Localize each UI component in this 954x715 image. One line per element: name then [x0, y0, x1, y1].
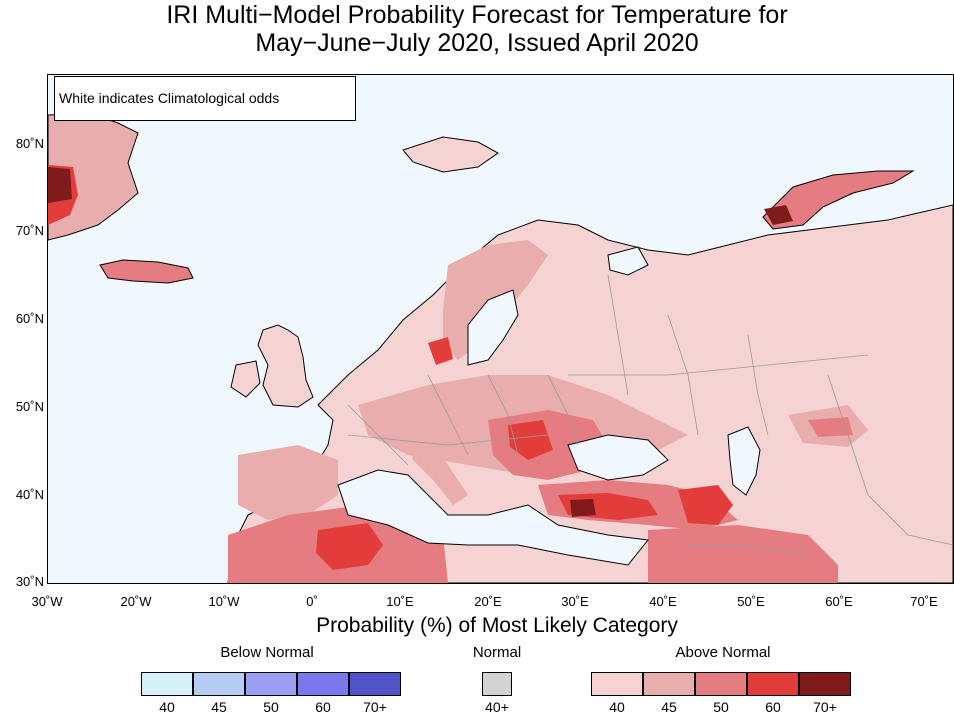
legend-title: Probability (%) of Most Likely Category	[316, 614, 678, 637]
normal-swatch-40plus	[482, 672, 512, 696]
middle-east-patch	[648, 525, 838, 583]
above-normal-swatch-60	[747, 672, 799, 696]
lat-label-50n: 50˚N	[15, 399, 44, 414]
above-normal-bin-label: 60	[765, 699, 781, 715]
mediterranean-sea	[337, 469, 649, 566]
caspian-sea	[727, 426, 761, 496]
white-sea	[607, 246, 649, 276]
turkey-core	[570, 499, 596, 517]
above-normal-swatch-40	[591, 672, 643, 696]
lon-label-70e: 70˚E	[910, 594, 938, 609]
below-normal-bin-label: 40	[159, 699, 175, 715]
normal-bin-label: 40+	[485, 699, 509, 715]
lon-label-20w: 20˚W	[120, 594, 152, 609]
lon-label-30e: 30˚E	[561, 594, 589, 609]
lon-label-10w: 10˚W	[208, 594, 240, 609]
kazakhstan-hotspot	[808, 417, 853, 437]
country-borders	[347, 274, 953, 556]
spain-patch	[238, 445, 338, 520]
lat-label-40n: 40˚N	[15, 487, 44, 502]
above-normal-swatch-45	[643, 672, 695, 696]
ireland-region	[230, 360, 261, 398]
below-normal-swatch-60	[297, 672, 349, 696]
lat-label-70n: 70˚N	[15, 223, 44, 238]
lat-label-30n: 30˚N	[15, 574, 44, 589]
above-normal-bin-label: 45	[661, 699, 677, 715]
climatological-odds-note: White indicates Climatological odds	[54, 76, 356, 121]
lat-label-60n: 60˚N	[15, 311, 44, 326]
black-sea	[567, 434, 669, 481]
above-normal-label: Above Normal	[675, 644, 771, 661]
lat-label-80n: 80˚N	[15, 136, 44, 151]
novaya-zemlya-region	[762, 170, 915, 230]
below-normal-bin-label: 45	[211, 699, 227, 715]
baltic-hotspot	[428, 337, 453, 365]
greenland-core	[48, 167, 72, 203]
lon-label-50e: 50˚E	[737, 594, 765, 609]
below-normal-bin-label: 60	[315, 699, 331, 715]
lon-label-30w: 30˚W	[31, 594, 63, 609]
lon-label-20e: 20˚E	[474, 594, 502, 609]
lon-label-10e: 10˚E	[386, 594, 414, 609]
below-normal-swatch-50	[245, 672, 297, 696]
iceland-region	[99, 259, 194, 284]
danube-hotspot	[508, 420, 553, 460]
below-normal-bin-label: 70+	[363, 699, 387, 715]
below-normal-swatch-40	[141, 672, 193, 696]
baltic-sea	[467, 289, 519, 366]
novaya-zemlya-hotspot	[764, 205, 793, 225]
above-normal-swatch-50	[695, 672, 747, 696]
map-title-line1: IRI Multi−Model Probability Forecast for…	[166, 1, 788, 29]
svalbard-region	[402, 136, 499, 173]
below-normal-label: Below Normal	[220, 644, 314, 661]
forecast-map	[47, 74, 954, 584]
forecast-map-svg	[48, 112, 953, 583]
above-normal-swatch-70plus	[799, 672, 851, 696]
italy-patch	[408, 435, 468, 505]
british-isles-region	[257, 324, 314, 408]
above-normal-bin-label: 70+	[813, 699, 837, 715]
map-title-line2: May−June−July 2020, Issued April 2020	[255, 29, 699, 57]
normal-label: Normal	[472, 644, 522, 661]
lon-label-0: 0˚	[306, 594, 318, 609]
below-normal-swatch-45	[193, 672, 245, 696]
below-normal-swatch-70plus	[349, 672, 401, 696]
lon-label-60e: 60˚E	[825, 594, 853, 609]
above-normal-bin-label: 40	[609, 699, 625, 715]
below-normal-bin-label: 50	[263, 699, 279, 715]
algeria-hotspot	[316, 523, 383, 570]
above-normal-bin-label: 50	[713, 699, 729, 715]
lon-label-40e: 40˚E	[649, 594, 677, 609]
caucasus-hotspot	[678, 485, 733, 525]
